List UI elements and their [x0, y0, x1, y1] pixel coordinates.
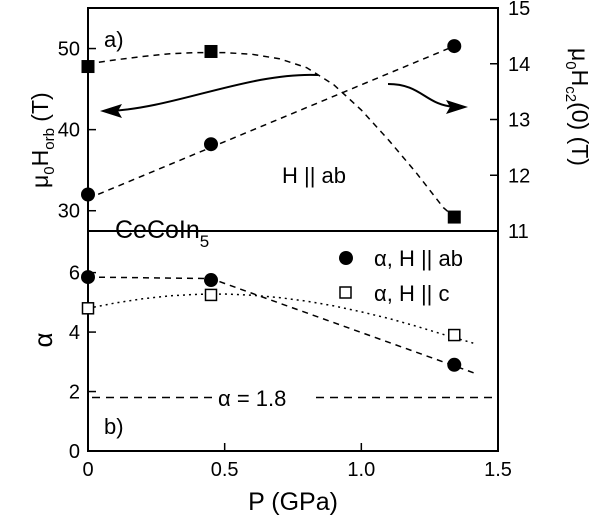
left-tick-label: 30 [58, 201, 80, 223]
panel-a-fit-right [87, 51, 455, 218]
panel-a-label: a) [104, 27, 124, 52]
compound-label-bg [106, 210, 242, 246]
panel-b-x-ticks: 0 0.5 1.0 1.5 [82, 443, 512, 481]
panel-a-fit-left [87, 45, 455, 200]
left-y-label-sub2: orb [41, 128, 58, 150]
panel-b-markers [81, 270, 462, 372]
alpha-ab-point [81, 270, 95, 285]
panel-b: 0 0.5 1.0 1.5 0 2 4 6 α = 1.8 b) α, H || ab α,… [28, 230, 512, 516]
alpha-ab-point [204, 273, 218, 288]
hc2-point [204, 44, 218, 58]
hc2-point [81, 60, 95, 74]
y-axis-label: α [28, 332, 58, 347]
field-annotation: H || ab [282, 163, 346, 188]
right-tick-label: 14 [508, 54, 530, 76]
left-y-label-sub1: 0 [41, 166, 58, 174]
left-tick-label: 50 [58, 39, 80, 61]
legend-marker-c [339, 286, 352, 299]
y-tick-label: 0 [69, 441, 80, 463]
alpha-c-point [204, 288, 218, 302]
x-tick-label: 0 [82, 459, 93, 481]
right-arrow-head [446, 100, 468, 114]
x-axis-label: P (GPa) [248, 488, 338, 516]
right-tick-label: 11 [508, 221, 529, 243]
panel-a-right-ticks: 11 12 13 14 15 [490, 0, 530, 243]
panel-b-y-ticks: 0 2 4 6 [69, 263, 96, 463]
y-tick-label: 2 [69, 382, 80, 404]
alpha-c-point [81, 302, 95, 315]
left-tick-label: 40 [58, 120, 80, 142]
left-y-axis-label: μ0Horb (T) [27, 92, 58, 188]
left-arrow-curve [109, 73, 319, 112]
left-y-label-mu: μ [27, 175, 53, 188]
hc2-orb-point [81, 187, 95, 202]
hc2-orb-point [204, 137, 218, 152]
panel-a-markers [81, 39, 462, 224]
hline-label: α = 1.8 [218, 386, 286, 411]
alpha-c-point [448, 328, 461, 342]
right-tick-label: 13 [508, 110, 530, 132]
y-tick-label: 6 [69, 263, 80, 285]
panel-b-frame [87, 230, 499, 452]
x-tick-label: 1.5 [484, 459, 512, 481]
panel-a-left-ticks: 30 40 50 [58, 39, 96, 223]
right-y-label-sub2: c2 [562, 86, 579, 102]
legend-marker-ab [339, 251, 353, 265]
legend-label-ab: α, H || ab [374, 246, 463, 271]
x-tick-label: 1.0 [347, 459, 375, 481]
right-tick-label: 15 [508, 0, 530, 20]
hline-label-bg [212, 385, 314, 411]
y-tick-label: 4 [69, 322, 80, 344]
hc2-orb-point [447, 39, 462, 54]
right-y-label-sub1: 0 [562, 61, 579, 69]
legend: α, H || ab α, H || c [339, 246, 463, 306]
right-tick-label: 12 [508, 165, 530, 187]
x-tick-label: 0.5 [211, 459, 239, 481]
legend-label-c: α, H || c [374, 281, 450, 306]
panel-b-label: b) [104, 414, 124, 439]
right-y-label-h: H [567, 70, 593, 87]
alpha-ab-point [447, 357, 462, 372]
panel-b-fit-dotted [87, 293, 477, 345]
right-y-label-mu: μ [567, 48, 593, 61]
left-y-label-h: H [27, 150, 53, 167]
right-arrow-curve [387, 83, 456, 108]
compound-subscript: 5 [200, 232, 209, 251]
panel-a-frame [87, 7, 499, 232]
hc2-point [447, 210, 461, 224]
panel-a-fit-lines [87, 45, 455, 218]
right-y-axis-label: μ0Hc2(0) (T) [562, 48, 593, 166]
left-arrow-head [100, 104, 122, 118]
left-y-label-unit: (T) [27, 92, 53, 128]
right-y-label-unit: (0) (T) [567, 102, 593, 166]
